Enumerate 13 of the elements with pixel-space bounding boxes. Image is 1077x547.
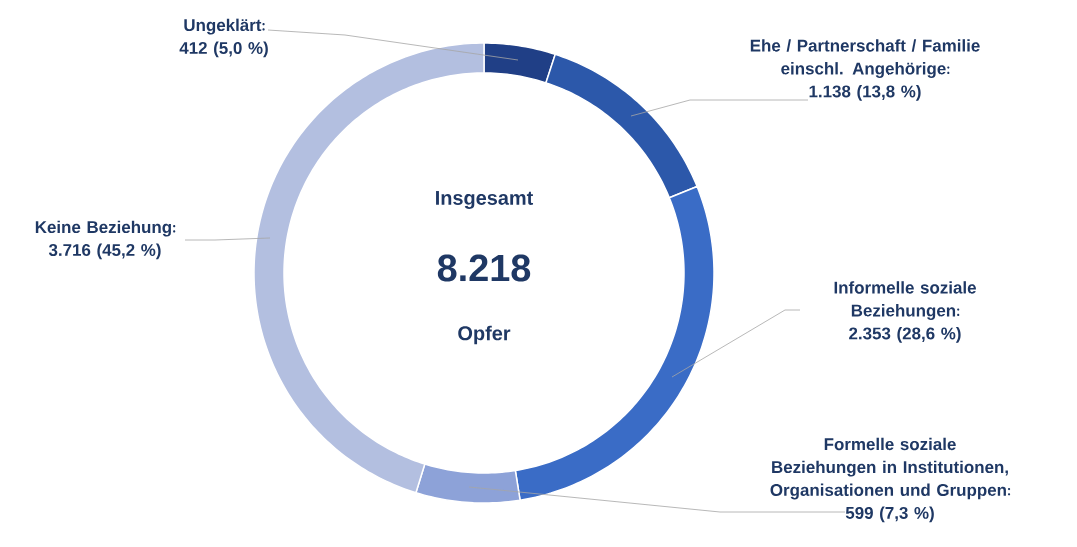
text: Opfer [458, 325, 511, 345]
slice-label: Ungeklärt [184, 18, 262, 35]
data-label: 1.138 (13,8 %) [809, 85, 921, 101]
data-label: 412 (5,0 %) [179, 41, 268, 58]
text: 8.218 [437, 254, 531, 282]
slice-label: Keine Beziehung [35, 220, 171, 237]
slice-label: Formelle soziale Beziehungen in Institutionen, Organisationen und Gruppen [770, 437, 1008, 500]
slice-label: Ehe / Partnerschaft / Familie einschl. Angehörige [750, 39, 980, 78]
data-label: 3.716 (45,2 %) [48, 243, 161, 260]
data-label: 599 (7,3 %) [845, 506, 934, 523]
text: Insgesamt [436, 191, 534, 209]
slice-label: Informelle soziale Beziehungen [834, 281, 976, 320]
data-label: 2.353 (28,6 %) [849, 327, 961, 343]
